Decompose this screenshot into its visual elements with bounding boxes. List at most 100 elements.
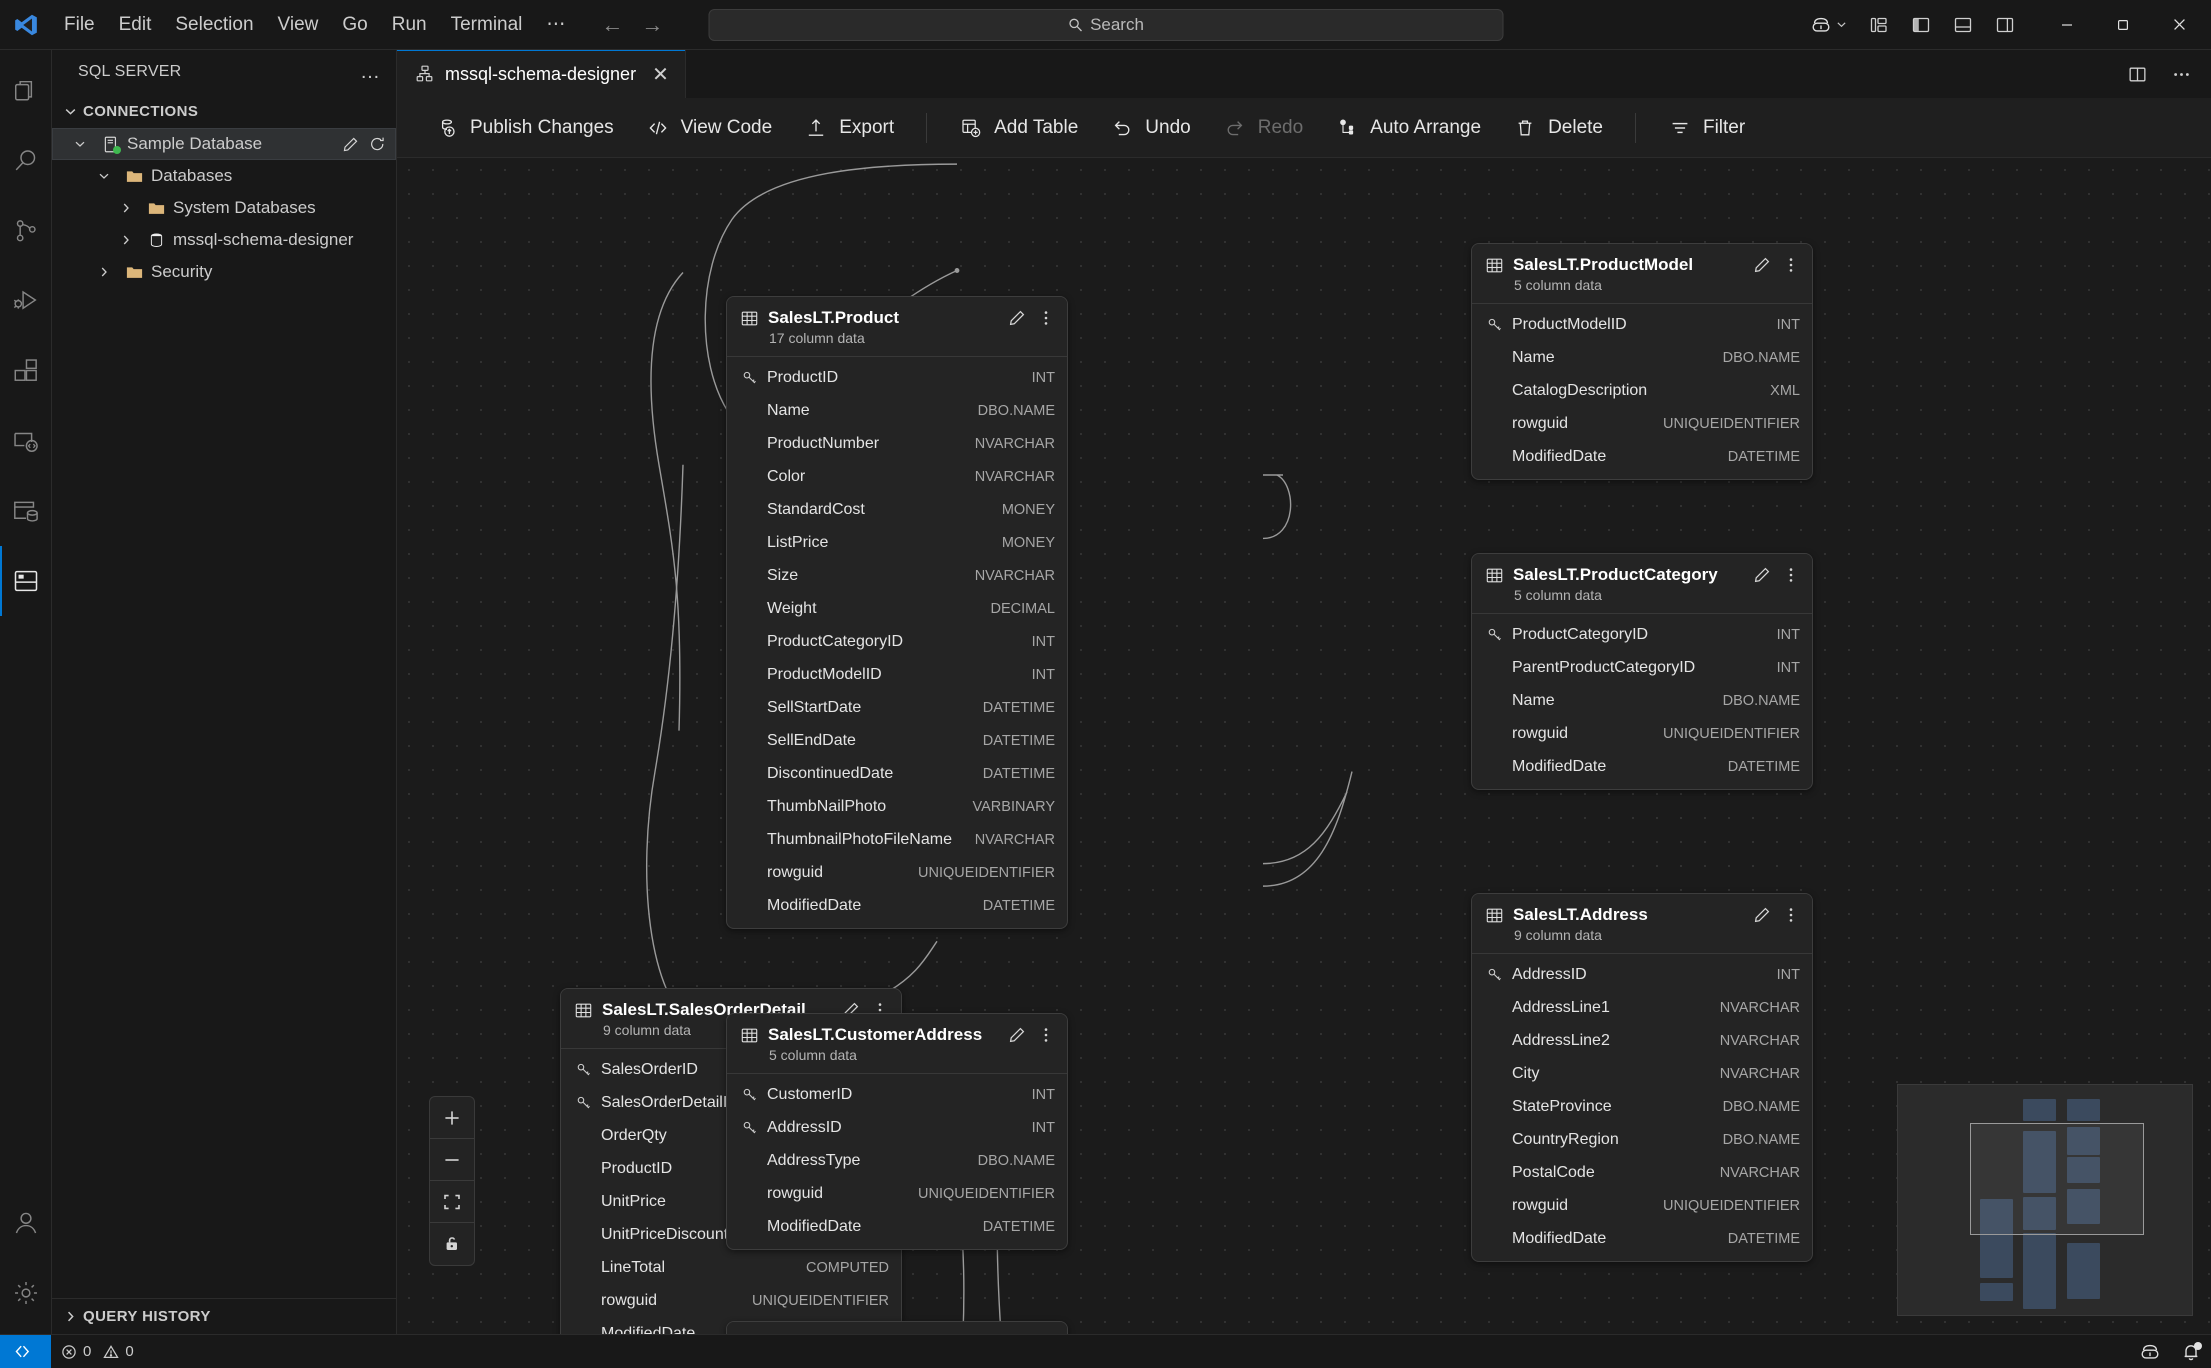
menu-item-selection[interactable]: Selection (175, 13, 254, 35)
column-row[interactable]: Name DBO.NAME (1472, 684, 1812, 717)
column-row[interactable]: ModifiedDate DATETIME (1472, 750, 1812, 783)
status-copilot[interactable] (2129, 1335, 2171, 1368)
table-node-saleslt-salesorderheader[interactable]: SalesLT.SalesOrderHeader 22 column data (726, 1321, 1068, 1334)
delete-button[interactable]: Delete (1497, 109, 1619, 147)
column-row[interactable]: ThumbnailPhotoFileName NVARCHAR (727, 823, 1067, 856)
toggle-primary-sidebar-icon[interactable] (1901, 7, 1941, 43)
tab-mssql-schema-designer[interactable]: mssql-schema-designer ✕ (397, 50, 686, 98)
column-row[interactable]: ModifiedDate DATETIME (727, 1210, 1067, 1243)
column-row[interactable]: ThumbNailPhoto VARBINARY (727, 790, 1067, 823)
tree-item-sample-database[interactable]: Sample Database (52, 128, 396, 160)
column-row[interactable]: LineTotal COMPUTED (561, 1251, 901, 1284)
column-row[interactable]: AddressID INT (1472, 958, 1812, 991)
tree-item-system-databases[interactable]: System Databases (52, 192, 396, 224)
table-more-icon[interactable] (1782, 566, 1800, 584)
table-node-saleslt-product[interactable]: SalesLT.Product 17 column data (726, 296, 1068, 929)
refresh-connection-icon[interactable] (369, 136, 386, 153)
schema-canvas[interactable]: SalesLT.Product 17 column data (397, 158, 2211, 1334)
auto-arrange-button[interactable]: Auto Arrange (1319, 109, 1497, 147)
column-row[interactable]: Size NVARCHAR (727, 559, 1067, 592)
column-row[interactable]: AddressID INT (727, 1111, 1067, 1144)
edit-table-icon[interactable] (1753, 906, 1771, 924)
chevron-down-icon[interactable] (98, 170, 118, 182)
column-row[interactable]: ProductModelID INT (1472, 308, 1812, 341)
menu-item-go[interactable]: Go (342, 13, 368, 35)
zoom-in-button[interactable] (430, 1097, 474, 1139)
tree-item-security[interactable]: Security (52, 256, 396, 288)
customize-layout-icon[interactable] (1859, 7, 1899, 43)
split-editor-icon[interactable] (2117, 56, 2157, 92)
column-row[interactable]: StandardCost MONEY (727, 493, 1067, 526)
column-row[interactable]: ModifiedDate DATETIME (727, 889, 1067, 922)
tree-item-databases[interactable]: Databases (52, 160, 396, 192)
table-more-icon[interactable] (1037, 1026, 1055, 1044)
column-row[interactable]: Name DBO.NAME (727, 394, 1067, 427)
edit-table-icon[interactable] (1008, 309, 1026, 327)
menu-item-edit[interactable]: Edit (118, 13, 152, 35)
column-row[interactable]: SellEndDate DATETIME (727, 724, 1067, 757)
chevron-right-icon[interactable] (120, 202, 140, 214)
chevron-down-icon[interactable] (74, 138, 94, 150)
undo-button[interactable]: Undo (1094, 109, 1206, 147)
menu-item-terminal[interactable]: Terminal (450, 13, 523, 35)
column-row[interactable]: rowguid UNIQUEIDENTIFIER (727, 856, 1067, 889)
window-close-button[interactable] (2153, 0, 2205, 50)
redo-button[interactable]: Redo (1207, 109, 1319, 147)
minimap-viewport[interactable] (1970, 1123, 2144, 1235)
edit-table-icon[interactable] (1753, 566, 1771, 584)
status-notifications[interactable] (2171, 1335, 2211, 1368)
status-problems[interactable]: 0 0 (51, 1335, 144, 1368)
activity-item-manage[interactable] (0, 1258, 52, 1328)
column-row[interactable]: rowguid UNIQUEIDENTIFIER (561, 1284, 901, 1317)
go-forward-icon[interactable]: → (641, 11, 664, 37)
edit-table-icon[interactable] (1008, 1026, 1026, 1044)
table-more-icon[interactable] (1782, 256, 1800, 274)
column-row[interactable]: rowguid UNIQUEIDENTIFIER (1472, 1189, 1812, 1222)
table-node-saleslt-customeraddress[interactable]: SalesLT.CustomerAddress 5 column data Cu… (726, 1013, 1068, 1250)
table-node-saleslt-address[interactable]: SalesLT.Address 9 column data AddressID I… (1471, 893, 1813, 1262)
activity-item-source-control[interactable] (0, 196, 52, 266)
sidebar-more-actions-icon[interactable]: … (360, 60, 382, 83)
export-button[interactable]: Export (788, 109, 910, 147)
table-node-saleslt-productmodel[interactable]: SalesLT.ProductModel 5 column data Produ… (1471, 243, 1813, 480)
sidebar-section-query-history[interactable]: QUERY HISTORY (52, 1298, 396, 1334)
activity-item-explorer[interactable] (0, 56, 52, 126)
remote-window-button[interactable] (0, 1334, 51, 1368)
menu-item-run[interactable]: Run (391, 13, 427, 35)
chevron-right-icon[interactable] (98, 266, 118, 278)
column-row[interactable]: StateProvince DBO.NAME (1472, 1090, 1812, 1123)
activity-item-run-and-debug[interactable] (0, 266, 52, 336)
window-minimize-button[interactable] (2041, 0, 2093, 50)
column-row[interactable]: DiscontinuedDate DATETIME (727, 757, 1067, 790)
column-row[interactable]: AddressLine1 NVARCHAR (1472, 991, 1812, 1024)
column-row[interactable]: CountryRegion DBO.NAME (1472, 1123, 1812, 1156)
column-row[interactable]: ProductID INT (727, 361, 1067, 394)
column-row[interactable]: rowguid UNIQUEIDENTIFIER (1472, 407, 1812, 440)
edit-connection-icon[interactable] (342, 136, 359, 153)
activity-item-accounts[interactable] (0, 1188, 52, 1258)
column-row[interactable]: Weight DECIMAL (727, 592, 1067, 625)
copilot-menu-button[interactable] (1802, 12, 1855, 38)
column-row[interactable]: Color NVARCHAR (727, 460, 1067, 493)
menu-item-view[interactable]: View (277, 13, 319, 35)
column-row[interactable]: ProductModelID INT (727, 658, 1067, 691)
column-row[interactable]: CatalogDescription XML (1472, 374, 1812, 407)
go-back-icon[interactable]: ← (601, 11, 624, 37)
column-row[interactable]: rowguid UNIQUEIDENTIFIER (727, 1177, 1067, 1210)
activity-item-database-projects[interactable] (0, 476, 52, 546)
activity-item-sql-server[interactable] (0, 546, 52, 616)
menu-item-file[interactable]: File (64, 13, 95, 35)
command-center-search[interactable]: Search (708, 8, 1503, 41)
sidebar-section-connections[interactable]: CONNECTIONS (52, 94, 396, 128)
toggle-secondary-sidebar-icon[interactable] (1985, 7, 2025, 43)
zoom-out-button[interactable] (430, 1139, 474, 1181)
toggle-panel-icon[interactable] (1943, 7, 1983, 43)
column-row[interactable]: PostalCode NVARCHAR (1472, 1156, 1812, 1189)
window-maximize-button[interactable] (2097, 0, 2149, 50)
canvas-minimap[interactable] (1897, 1084, 2193, 1316)
column-row[interactable]: ListPrice MONEY (727, 526, 1067, 559)
column-row[interactable]: City NVARCHAR (1472, 1057, 1812, 1090)
column-row[interactable]: Name DBO.NAME (1472, 341, 1812, 374)
column-row[interactable]: rowguid UNIQUEIDENTIFIER (1472, 717, 1812, 750)
activity-item-extensions[interactable] (0, 336, 52, 406)
